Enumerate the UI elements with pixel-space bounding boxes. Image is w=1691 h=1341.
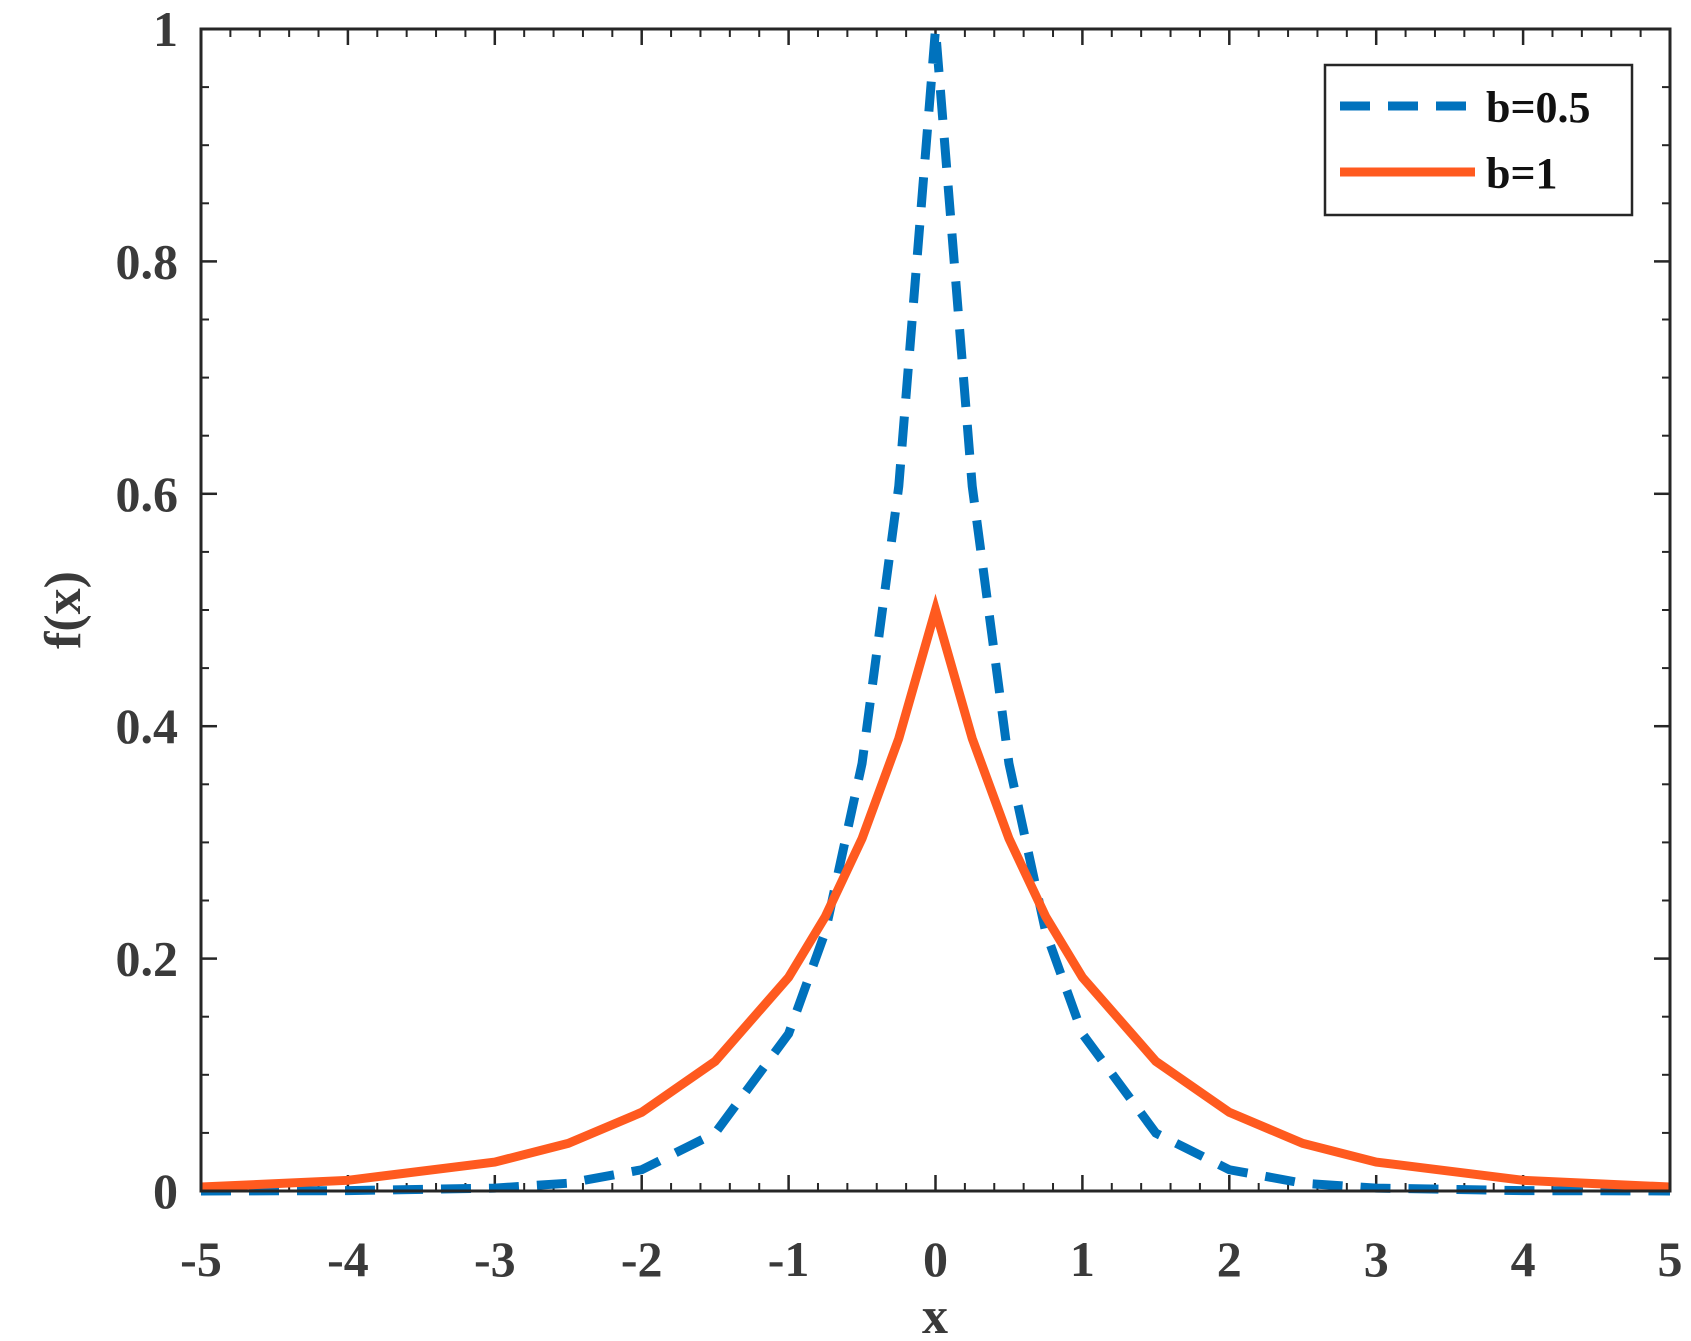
x-tick-label: -5 [180, 1231, 222, 1287]
series-line-b-1 [200, 593, 1671, 1192]
x-tick-label: 2 [1217, 1231, 1242, 1287]
legend-box [1323, 63, 1634, 217]
plot-frame [199, 27, 1672, 1193]
legend-label-b-1: b=1 [1486, 149, 1558, 198]
y-tick-label: 1 [153, 1, 178, 57]
y-tick-label: 0.6 [116, 466, 179, 522]
x-tick-label: -1 [768, 1231, 810, 1287]
y-tick-label: 0 [153, 1163, 178, 1219]
series-line-b-0-5 [200, 28, 1671, 1196]
legend-label-b-0-5: b=0.5 [1486, 83, 1591, 132]
x-tick-label: -2 [621, 1231, 663, 1287]
y-tick-label: 0.2 [116, 931, 179, 987]
series-lines [200, 28, 1671, 1196]
y-tick-labels: 0 0.2 0.4 0.6 0.8 1 [116, 1, 179, 1219]
x-axis-label: x [922, 1288, 948, 1341]
y-tick-label: 0.4 [116, 698, 179, 754]
x-tick-label: 0 [923, 1231, 948, 1287]
legend: b=0.5 b=1 [1323, 63, 1634, 217]
y-axis-label: f(x) [35, 571, 92, 649]
x-tick-label: 3 [1364, 1231, 1389, 1287]
x-tick-label: -3 [474, 1231, 516, 1287]
x-tick-labels: -5 -4 -3 -2 -1 0 1 2 3 4 5 [180, 1231, 1682, 1287]
y-tick-label: 0.8 [116, 233, 179, 289]
x-tick-label: 4 [1511, 1231, 1536, 1287]
x-tick-label: 5 [1658, 1231, 1683, 1287]
x-tick-label: 1 [1070, 1231, 1095, 1287]
x-tick-label: -4 [327, 1231, 369, 1287]
